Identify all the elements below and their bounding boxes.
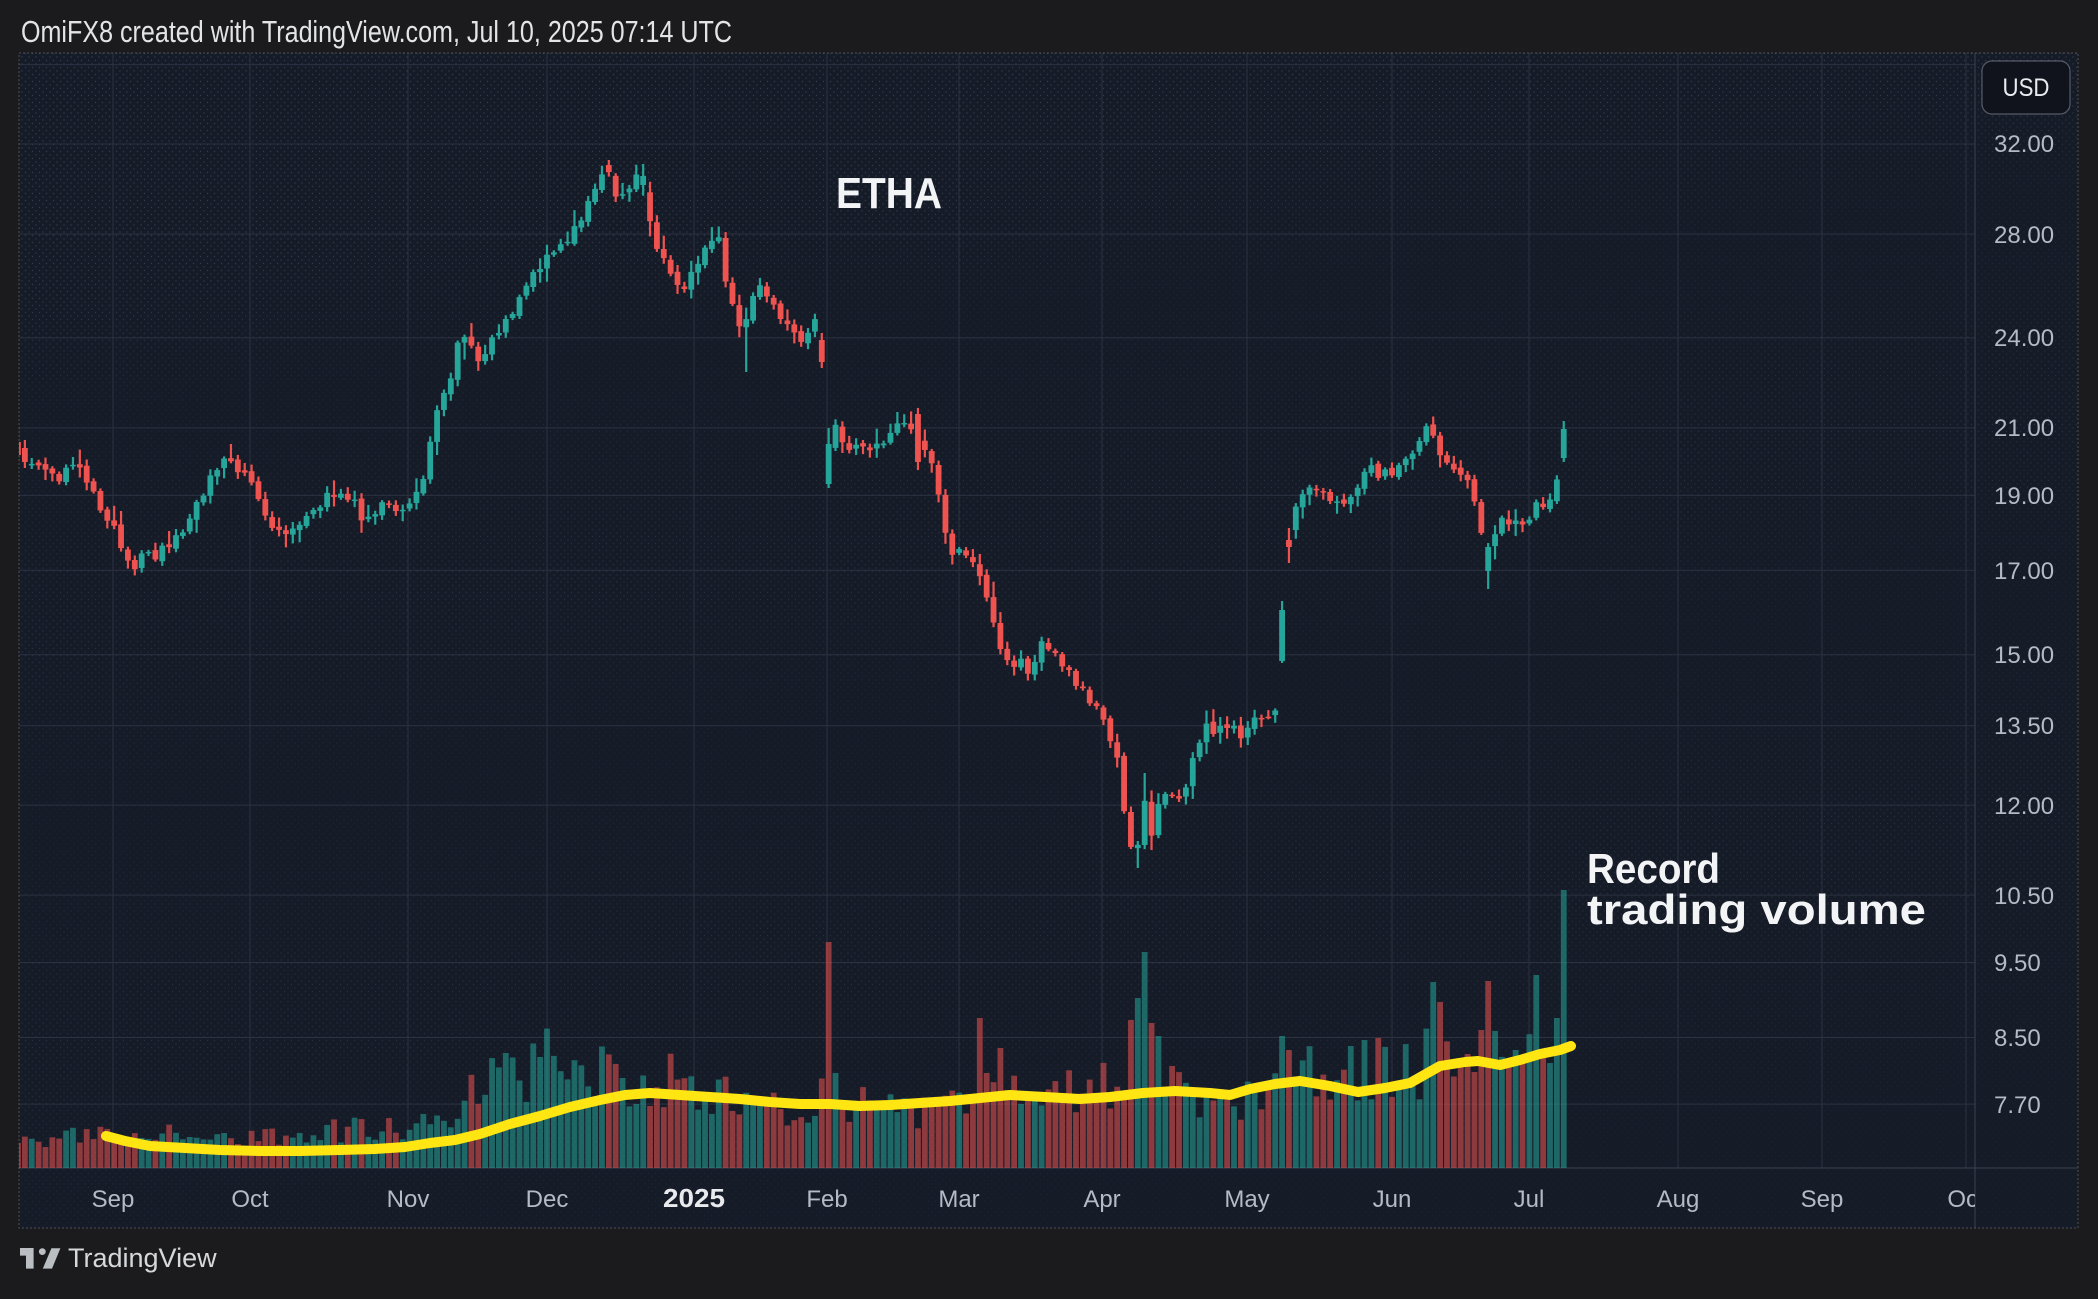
- svg-text:Dec: Dec: [526, 1186, 569, 1213]
- svg-text:Jun: Jun: [1373, 1186, 1412, 1213]
- svg-text:10.50: 10.50: [1994, 883, 2054, 910]
- svg-text:May: May: [1224, 1186, 1269, 1213]
- svg-text:24.00: 24.00: [1994, 325, 2054, 352]
- svg-text:Jul: Jul: [1514, 1186, 1545, 1213]
- svg-text:12.00: 12.00: [1994, 793, 2054, 820]
- svg-text:Nov: Nov: [387, 1186, 430, 1213]
- svg-text:trading volume: trading volume: [1587, 886, 1926, 933]
- svg-text:13.50: 13.50: [1994, 713, 2054, 740]
- svg-text:Oct: Oct: [231, 1186, 269, 1213]
- svg-text:Aug: Aug: [1657, 1186, 1700, 1213]
- svg-text:OmiFX8 created with TradingVie: OmiFX8 created with TradingView.com, Jul…: [21, 14, 732, 49]
- svg-text:USD: USD: [2003, 74, 2050, 102]
- svg-text:Sep: Sep: [1801, 1186, 1844, 1213]
- svg-text:8.50: 8.50: [1994, 1025, 2041, 1052]
- svg-text:7.70: 7.70: [1994, 1092, 2041, 1119]
- svg-text:Apr: Apr: [1083, 1186, 1120, 1213]
- svg-text:Oct: Oct: [1947, 1186, 1985, 1213]
- svg-text:28.00: 28.00: [1994, 222, 2054, 249]
- svg-text:Feb: Feb: [806, 1186, 847, 1213]
- svg-text:32.00: 32.00: [1994, 131, 2054, 158]
- svg-text:19.00: 19.00: [1994, 483, 2054, 510]
- svg-text:9.50: 9.50: [1994, 950, 2041, 977]
- svg-text:Sep: Sep: [92, 1186, 135, 1213]
- svg-text:2025: 2025: [663, 1183, 725, 1213]
- svg-text:ETHA: ETHA: [836, 169, 942, 218]
- svg-text:TradingView: TradingView: [68, 1243, 217, 1273]
- svg-text:17.00: 17.00: [1994, 558, 2054, 585]
- svg-text:15.00: 15.00: [1994, 642, 2054, 669]
- svg-text:Mar: Mar: [938, 1186, 979, 1213]
- svg-text:21.00: 21.00: [1994, 415, 2054, 442]
- svg-text:Record: Record: [1587, 845, 1720, 892]
